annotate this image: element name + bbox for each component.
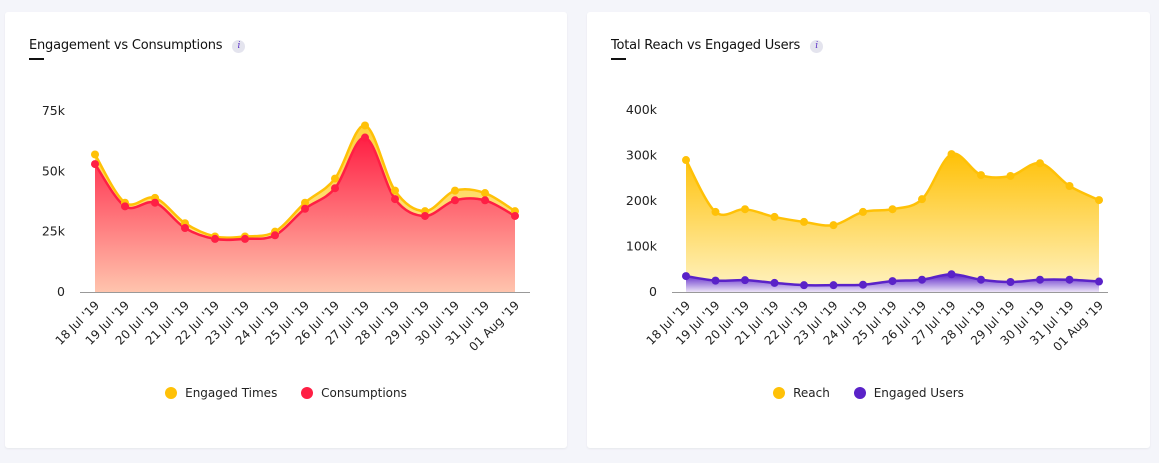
legend-dot-icon [301,387,314,399]
title-underline [611,58,626,60]
data-point[interactable] [481,189,489,198]
data-point[interactable] [1006,171,1015,180]
legend-item-engaged-users[interactable]: Engaged Users [853,386,964,400]
data-point[interactable] [331,184,339,193]
legend-item-reach[interactable]: Reach [773,386,830,400]
data-point[interactable] [711,276,720,285]
data-point[interactable] [682,272,690,281]
y-tick-label: 50k [42,163,66,178]
data-point[interactable] [1036,275,1044,284]
data-point[interactable] [1065,275,1074,284]
data-point[interactable] [301,198,309,207]
data-point[interactable] [391,186,399,195]
data-point[interactable] [451,196,459,205]
data-point[interactable] [888,277,897,286]
data-point[interactable] [91,150,99,159]
data-point[interactable] [1036,159,1044,168]
data-point[interactable] [301,204,309,213]
data-point[interactable] [682,156,690,165]
chart-title: Total Reach vs Engaged Users i [611,38,824,53]
data-point[interactable] [511,211,519,220]
y-tick-label: 75k [42,103,66,118]
chart-legend: Engaged Times Consumptions [5,386,567,402]
data-point[interactable] [241,234,249,243]
data-point[interactable] [918,195,926,204]
data-point[interactable] [829,281,838,290]
y-tick-label: 0 [57,284,65,299]
data-point[interactable] [481,196,489,205]
data-point[interactable] [1095,196,1103,205]
data-point[interactable] [947,150,956,159]
data-point[interactable] [211,234,219,243]
title-underline [29,58,44,60]
data-point[interactable] [1095,277,1103,286]
data-point[interactable] [741,205,749,214]
data-point[interactable] [977,171,985,180]
data-point[interactable] [91,160,99,169]
data-point[interactable] [977,275,985,284]
data-point[interactable] [421,211,429,220]
data-point[interactable] [181,224,189,233]
chart-legend: Reach Engaged Users [587,386,1150,402]
data-point[interactable] [947,270,956,279]
data-point[interactable] [711,207,720,216]
data-point[interactable] [770,278,779,287]
data-point[interactable] [859,280,867,289]
data-point[interactable] [1006,277,1015,286]
y-tick-label: 25k [42,224,66,239]
data-point[interactable] [888,205,897,214]
info-icon[interactable]: i [810,40,824,53]
data-point[interactable] [800,281,808,290]
engagement-chart-card: Engagement vs Consumptions i 0 25k 50k 75k 18… [5,12,567,448]
series-area [95,137,515,292]
series-area [686,153,1099,292]
data-point[interactable] [859,207,867,216]
y-tick-label: 200k [626,193,658,208]
data-point[interactable] [271,231,279,240]
y-tick-label: 400k [626,102,658,117]
legend-item-engaged-times[interactable]: Engaged Times [165,386,277,400]
data-point[interactable] [829,221,838,230]
chart-title: Engagement vs Consumptions i [29,38,246,53]
data-point[interactable] [800,217,808,226]
data-point[interactable] [770,212,779,221]
data-point[interactable] [121,202,129,211]
data-point[interactable] [391,195,399,204]
reach-chart-card: Total Reach vs Engaged Users i 0 100k 200k 3… [587,12,1150,448]
info-icon[interactable]: i [232,40,246,53]
data-point[interactable] [151,198,159,207]
legend-dot-icon [853,387,866,399]
y-tick-label: 100k [626,239,658,254]
data-point[interactable] [361,121,369,130]
data-point[interactable] [331,174,339,183]
data-point[interactable] [741,276,749,285]
y-tick-label: 0 [649,284,657,299]
legend-dot-icon [773,387,786,399]
data-point[interactable] [918,275,926,284]
legend-dot-icon [165,387,178,399]
data-point[interactable] [451,186,459,195]
data-point[interactable] [1065,181,1074,190]
legend-item-consumptions[interactable]: Consumptions [301,386,407,400]
data-point[interactable] [361,133,369,142]
y-tick-label: 300k [626,148,658,163]
